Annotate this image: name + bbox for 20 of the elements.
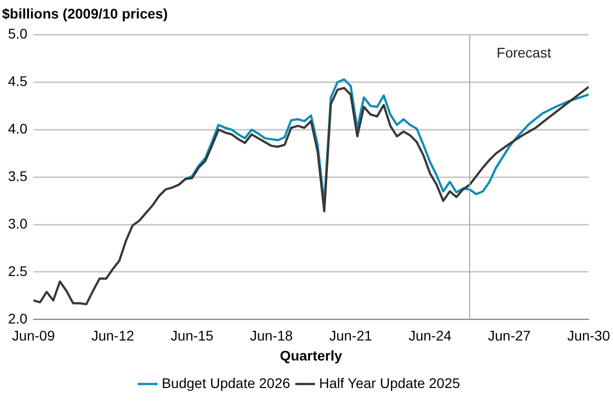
x-tick-label: Jun-18 <box>250 328 293 344</box>
y-tick-label: 4.5 <box>8 73 28 90</box>
y-tick-label: 5.0 <box>8 26 28 42</box>
y-tick-label: 2.0 <box>8 310 28 326</box>
legend-label: Budget Update 2026 <box>162 374 290 391</box>
y-tick-label: 2.5 <box>8 262 28 279</box>
y-tick-label: 3.5 <box>8 168 28 184</box>
chart-title: $billions (2009/10 prices) <box>2 5 168 22</box>
x-tick-label: Jun-09 <box>12 328 56 344</box>
x-axis-title: Quarterly <box>280 347 342 364</box>
x-tick-label: Jun-24 <box>408 328 452 344</box>
y-tick-label: 4.0 <box>8 120 28 137</box>
x-tick-label: Jun-12 <box>91 328 134 344</box>
ref-line-label: Forecast <box>496 44 552 61</box>
x-tick-label: Jun-27 <box>488 328 531 344</box>
legend-label: Half Year Update 2025 <box>319 374 460 391</box>
y-tick-label: 3.0 <box>8 215 28 232</box>
x-tick-label: Jun-21 <box>329 328 372 344</box>
x-tick-label: Jun-30 <box>567 328 610 344</box>
x-tick-label: Jun-15 <box>170 328 214 344</box>
